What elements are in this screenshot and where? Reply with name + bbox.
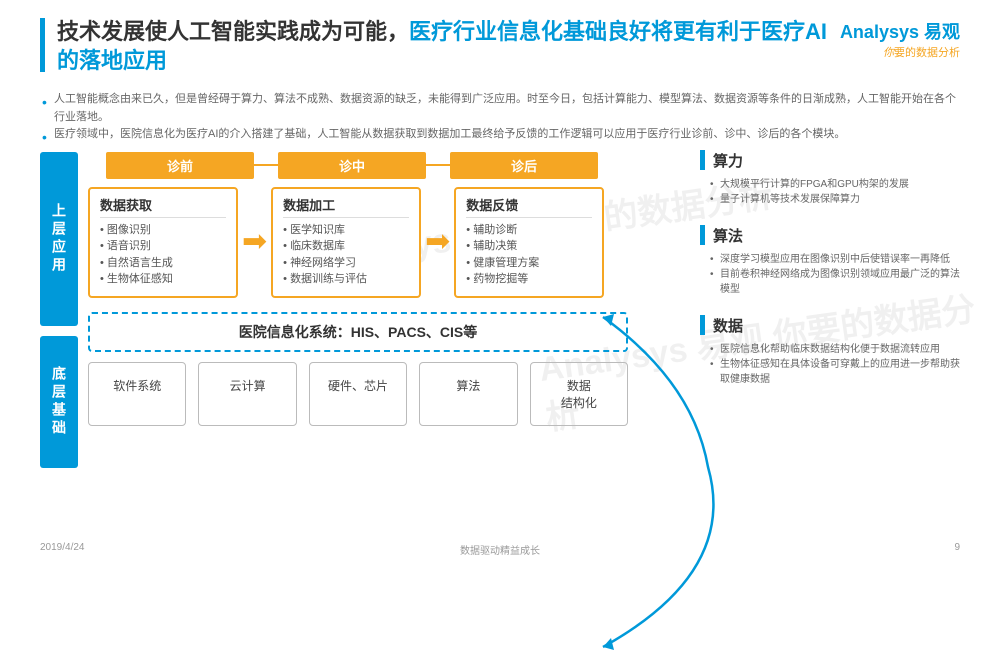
upper-app-label: 上层应用 — [40, 152, 78, 326]
section-item: 生物体征感知在具体设备可穿戴上的应用进一步帮助获取健康数据 — [712, 357, 960, 387]
section-item: 量子计算机等技术发展保障算力 — [712, 192, 960, 207]
process-item: 神经网络学习 — [293, 255, 409, 272]
process-item: 辅助决策 — [476, 238, 592, 255]
process-row: 数据获取 图像识别 语音识别 自然语言生成 生物体征感知 ➡ 数据加工 医学知识… — [88, 187, 628, 298]
infra-box: 硬件、芯片 — [309, 362, 407, 426]
section-item: 深度学习模型应用在图像识别中后使错误率一再降低 — [712, 252, 960, 267]
process-box-acquire: 数据获取 图像识别 语音识别 自然语言生成 生物体征感知 — [88, 187, 238, 298]
process-item: 辅助诊断 — [476, 222, 592, 239]
infra-systems-title: 医院信息化系统：HIS、PACS、CIS等 — [88, 312, 628, 352]
infra-row: 软件系统 云计算 硬件、芯片 算法 数据 结构化 — [88, 362, 628, 426]
left-labels: 上层应用 底层基础 — [40, 152, 78, 468]
lower-infra-label: 底层基础 — [40, 336, 78, 468]
process-item: 语音识别 — [110, 238, 226, 255]
process-title: 数据加工 — [283, 195, 409, 218]
title-accent-bar — [40, 18, 45, 72]
logo-main: Analysys 易观 — [840, 18, 960, 44]
section-title: 数据 — [713, 315, 743, 336]
stage-mid: 诊中 — [278, 152, 426, 179]
main-diagram: 上层应用 底层基础 诊前 诊中 诊后 数据获取 图像识别 语音识别 自然语言生成… — [0, 152, 1000, 468]
process-item: 图像识别 — [110, 222, 226, 239]
bullet-item: 人工智能概念由来已久，但是曾经碍于算力、算法不成熟、数据资源的缺乏，未能得到广泛… — [40, 91, 960, 126]
page-title: 技术发展使人工智能实践成为可能，医疗行业信息化基础良好将更有利于医疗AI的落地应… — [57, 18, 840, 75]
infra-box: 软件系统 — [88, 362, 186, 426]
header: 技术发展使人工智能实践成为可能，医疗行业信息化基础良好将更有利于医疗AI的落地应… — [0, 0, 1000, 85]
right-column: 算力 大规模平行计算的FPGA和GPU构架的发展 量子计算机等技术发展保障算力 … — [628, 150, 960, 468]
infra-box: 云计算 — [198, 362, 296, 426]
process-box-feedback: 数据反馈 辅助诊断 辅助决策 健康管理方案 药物挖掘等 — [454, 187, 604, 298]
section-compute: 算力 大规模平行计算的FPGA和GPU构架的发展 量子计算机等技术发展保障算力 — [700, 150, 960, 207]
section-bar — [700, 150, 705, 170]
section-title: 算法 — [713, 225, 743, 246]
arrow-right-icon: ➡ — [242, 227, 267, 257]
process-title: 数据反馈 — [466, 195, 592, 218]
process-item: 自然语言生成 — [110, 255, 226, 272]
process-item: 数据训练与评估 — [293, 271, 409, 288]
footer-date: 2019/4/24 — [40, 542, 85, 553]
process-item: 医学知识库 — [293, 222, 409, 239]
process-title: 数据获取 — [100, 195, 226, 218]
arrow-right-icon: ➡ — [425, 227, 450, 257]
logo: Analysys 易观 你要的数据分析 — [840, 18, 960, 60]
section-item: 医院信息化帮助临床数据结构化便于数据流转应用 — [712, 342, 960, 357]
logo-tagline: 你要的数据分析 — [840, 44, 960, 60]
process-box-process: 数据加工 医学知识库 临床数据库 神经网络学习 数据训练与评估 — [271, 187, 421, 298]
stage-connector — [426, 164, 450, 166]
footer-tagline: 数据驱动精益成长 — [460, 542, 540, 557]
footer: 2019/4/24 数据驱动精益成长 9 — [40, 542, 960, 553]
stage-post: 诊后 — [450, 152, 598, 179]
infra-box: 算法 — [419, 362, 517, 426]
intro-bullets: 人工智能概念由来已久，但是曾经碍于算力、算法不成熟、数据资源的缺乏，未能得到广泛… — [0, 85, 1000, 152]
process-item: 药物挖掘等 — [476, 271, 592, 288]
bullet-item: 医疗领域中，医院信息化为医疗AI的介入搭建了基础，人工智能从数据获取到数据加工最… — [40, 126, 960, 144]
title-part1: 技术发展使人工智能实践成为可能， — [57, 19, 409, 44]
stage-connector — [254, 164, 278, 166]
infra-box: 数据 结构化 — [530, 362, 628, 426]
section-title: 算力 — [713, 150, 743, 171]
process-item: 生物体征感知 — [110, 271, 226, 288]
stage-row: 诊前 诊中 诊后 — [88, 152, 628, 179]
section-data: 数据 医院信息化帮助临床数据结构化便于数据流转应用 生物体征感知在具体设备可穿戴… — [700, 315, 960, 387]
footer-page: 9 — [954, 542, 960, 553]
center-flow: 诊前 诊中 诊后 数据获取 图像识别 语音识别 自然语言生成 生物体征感知 ➡ … — [88, 152, 628, 468]
section-bar — [700, 315, 705, 335]
section-algorithm: 算法 深度学习模型应用在图像识别中后使错误率一再降低 目前卷积神经网络成为图像识… — [700, 225, 960, 297]
section-item: 大规模平行计算的FPGA和GPU构架的发展 — [712, 177, 960, 192]
section-item: 目前卷积神经网络成为图像识别领域应用最广泛的算法模型 — [712, 267, 960, 297]
section-bar — [700, 225, 705, 245]
process-item: 健康管理方案 — [476, 255, 592, 272]
process-item: 临床数据库 — [293, 238, 409, 255]
stage-pre: 诊前 — [106, 152, 254, 179]
